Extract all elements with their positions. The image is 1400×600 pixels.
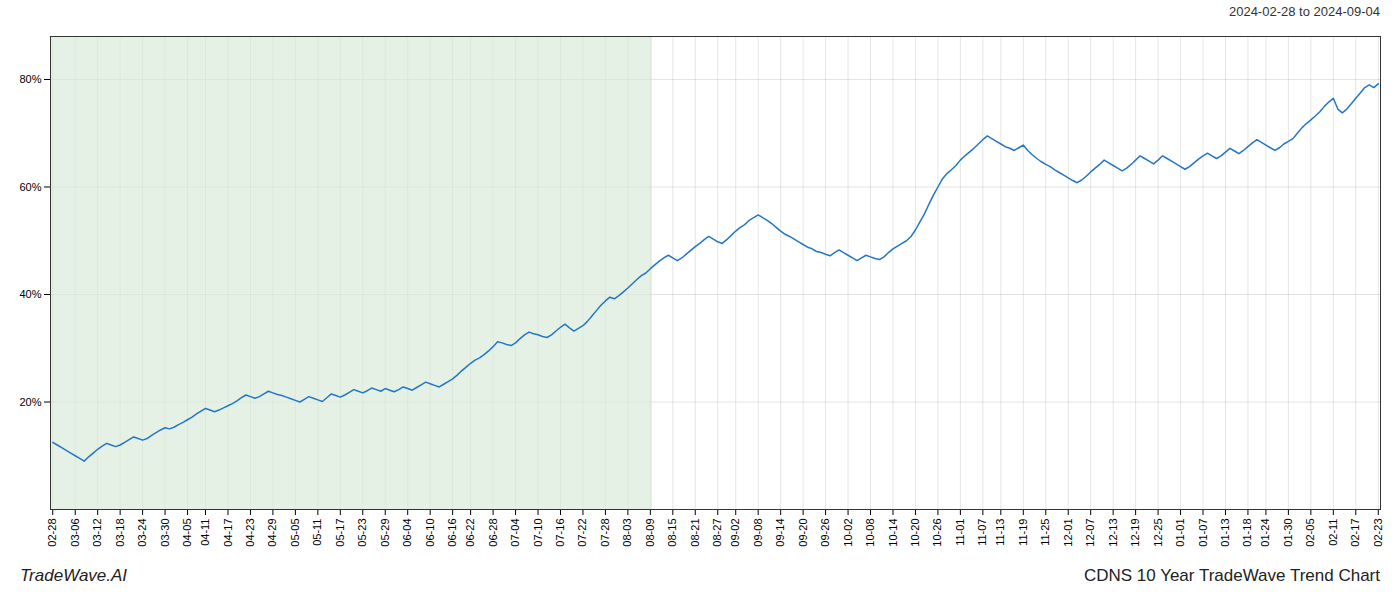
svg-text:02-28: 02-28 <box>46 519 58 547</box>
svg-text:03-18: 03-18 <box>114 519 126 547</box>
svg-text:05-11: 05-11 <box>311 519 323 546</box>
svg-text:08-09: 08-09 <box>644 519 656 547</box>
svg-text:05-29: 05-29 <box>379 519 391 547</box>
svg-text:06-28: 06-28 <box>487 519 499 547</box>
svg-text:03-30: 03-30 <box>159 519 171 547</box>
html-text:2024-02-28 to 2024-09-04: 2024-02-28 to 2024-09-04 <box>1228 4 1380 19</box>
svg-text:20%: 20% <box>19 396 41 408</box>
svg-text:10-20: 10-20 <box>909 519 921 547</box>
svg-text:60%: 60% <box>19 181 41 193</box>
svg-text:07-04: 07-04 <box>509 519 521 547</box>
svg-text:04-29: 04-29 <box>266 519 278 547</box>
svg-text:04-11: 04-11 <box>199 519 211 546</box>
svg-text:02-23: 02-23 <box>1372 519 1384 547</box>
svg-text:07-28: 07-28 <box>599 519 611 547</box>
svg-text:08-03: 08-03 <box>621 519 633 547</box>
svg-text:09-14: 09-14 <box>774 519 786 547</box>
svg-text:12-07: 12-07 <box>1084 519 1096 547</box>
svg-text:09-26: 09-26 <box>819 519 831 547</box>
svg-text:04-17: 04-17 <box>222 519 234 547</box>
svg-text:06-16: 06-16 <box>446 519 458 547</box>
svg-text:12-01: 12-01 <box>1062 519 1074 547</box>
svg-text:80%: 80% <box>19 73 41 85</box>
svg-text:04-05: 04-05 <box>181 519 193 547</box>
svg-text:10-14: 10-14 <box>887 519 899 547</box>
svg-text:02-17: 02-17 <box>1349 519 1361 547</box>
svg-text:08-21: 08-21 <box>689 519 701 547</box>
svg-text:01-01: 01-01 <box>1174 519 1186 547</box>
svg-text:11-19: 11-19 <box>1017 519 1029 546</box>
svg-text:06-22: 06-22 <box>464 519 476 547</box>
svg-text:04-23: 04-23 <box>244 519 256 547</box>
svg-text:10-02: 10-02 <box>842 519 854 547</box>
svg-text:12-19: 12-19 <box>1129 519 1141 547</box>
html-text:CDNS 10 Year TradeWave Trend C: CDNS 10 Year TradeWave Trend Chart <box>1083 566 1380 585</box>
svg-text:03-24: 03-24 <box>136 519 148 547</box>
svg-text:01-30: 01-30 <box>1282 519 1294 547</box>
svg-text:06-04: 06-04 <box>401 519 413 547</box>
svg-text:06-10: 06-10 <box>424 519 436 547</box>
svg-text:09-20: 09-20 <box>797 519 809 547</box>
svg-text:08-15: 08-15 <box>666 519 678 547</box>
svg-text:11-01: 11-01 <box>954 519 966 546</box>
svg-text:07-10: 07-10 <box>532 519 544 547</box>
svg-text:01-24: 01-24 <box>1259 519 1271 547</box>
svg-text:01-13: 01-13 <box>1219 519 1231 547</box>
svg-text:05-17: 05-17 <box>334 519 346 547</box>
svg-text:07-16: 07-16 <box>554 519 566 547</box>
svg-text:03-12: 03-12 <box>91 519 103 547</box>
svg-text:40%: 40% <box>19 288 41 300</box>
svg-text:05-05: 05-05 <box>289 519 301 547</box>
svg-text:01-07: 01-07 <box>1197 519 1209 547</box>
svg-text:05-23: 05-23 <box>356 519 368 547</box>
svg-text:07-22: 07-22 <box>576 519 588 547</box>
svg-text:09-08: 09-08 <box>752 519 764 547</box>
svg-text:03-06: 03-06 <box>69 519 81 547</box>
svg-text:02-05: 02-05 <box>1304 519 1316 547</box>
svg-text:12-13: 12-13 <box>1107 519 1119 547</box>
svg-text:11-07: 11-07 <box>976 519 988 546</box>
svg-text:09-02: 09-02 <box>729 519 741 547</box>
svg-text:11-13: 11-13 <box>994 519 1006 546</box>
html-text:TradeWave.AI: TradeWave.AI <box>20 566 128 585</box>
svg-text:02-11: 02-11 <box>1327 519 1339 546</box>
svg-text:10-26: 10-26 <box>931 519 943 547</box>
svg-text:08-27: 08-27 <box>711 519 723 547</box>
svg-text:01-18: 01-18 <box>1241 519 1253 547</box>
svg-text:11-25: 11-25 <box>1039 519 1051 546</box>
svg-text:10-08: 10-08 <box>864 519 876 547</box>
svg-text:12-25: 12-25 <box>1152 519 1164 547</box>
